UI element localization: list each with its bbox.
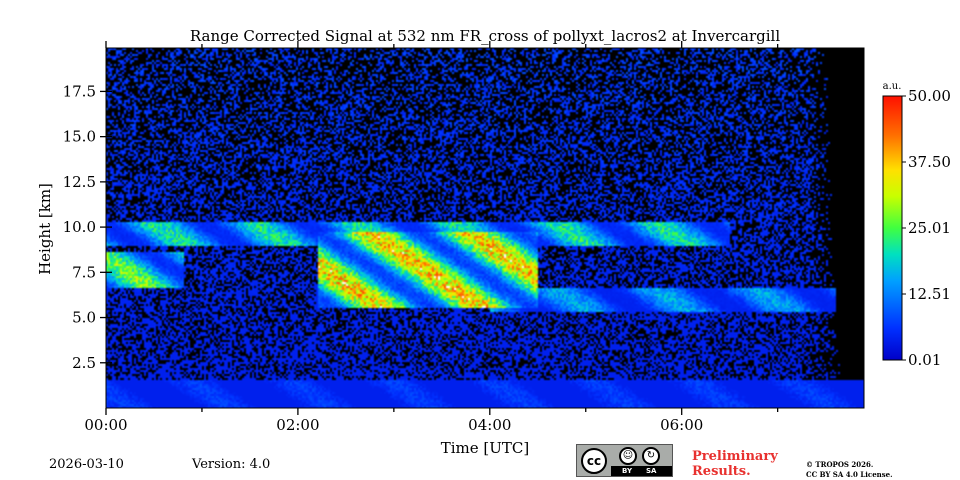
preliminary-notice: Preliminary Results.	[692, 449, 778, 479]
x-tick-label: 04:00	[468, 416, 511, 434]
footer-version: Version: 4.0	[192, 457, 271, 472]
signal-heatmap	[106, 48, 864, 408]
attribution-icon: ☺	[619, 447, 637, 465]
y-tick-label: 2.5	[72, 354, 96, 372]
chart-title: Range Corrected Signal at 532 nm FR_cros…	[190, 27, 780, 45]
y-tick-label: 7.5	[72, 263, 96, 281]
y-axis-label: Height [km]	[36, 183, 54, 275]
cc-license-badge[interactable]: cc ☺ ↻ BY SA	[576, 444, 673, 477]
cc-sa-label: SA	[646, 467, 657, 475]
x-tick-label: 00:00	[84, 416, 127, 434]
copyright-notice: © TROPOS 2026. CC BY SA 4.0 License.	[806, 460, 893, 480]
colorbar-tick-label: 37.50	[908, 153, 951, 171]
colorbar-ticks: 0.01 12.51 25.01 37.50 50.00	[902, 87, 951, 369]
preliminary-line2: Results.	[692, 464, 751, 479]
y-tick-label: 17.5	[63, 82, 96, 100]
y-tick-label: 15.0	[63, 128, 96, 146]
colorbar-tick-label: 25.01	[908, 219, 951, 237]
copyright-line1: © TROPOS 2026.	[806, 460, 874, 469]
y-tick-label: 10.0	[63, 218, 96, 236]
cc-by-label: BY	[622, 467, 633, 475]
x-axis-label: Time [UTC]	[441, 439, 530, 457]
preliminary-line1: Preliminary	[692, 449, 778, 464]
x-tick-label: 02:00	[276, 416, 319, 434]
y-tick-label: 5.0	[72, 309, 96, 327]
plot-area	[105, 47, 865, 409]
footer-date: 2026-03-10	[49, 457, 124, 472]
colorbar-tick-label: 0.01	[908, 351, 941, 369]
copyright-line2: CC BY SA 4.0 License.	[806, 470, 893, 479]
cc-icon: cc	[581, 448, 607, 474]
y-tick-label: 12.5	[63, 173, 96, 191]
colorbar: a.u. 0.01 12.51 25.01 37.50 50.00	[882, 81, 951, 369]
colorbar-unit: a.u.	[883, 81, 902, 92]
x-tick-label: 06:00	[660, 416, 703, 434]
plot-frame	[105, 47, 865, 409]
share-alike-icon: ↻	[642, 447, 660, 465]
colorbar-gradient	[882, 95, 903, 361]
colorbar-tick-label: 50.00	[908, 87, 951, 105]
cc-strip: BY SA	[611, 466, 672, 476]
x-axis: 00:00 02:00 04:00 06:00	[84, 41, 779, 434]
colorbar-tick-label: 12.51	[908, 285, 951, 303]
y-axis: 2.5 5.0 7.5 10.0 12.5 15.0 17.5	[63, 82, 864, 372]
